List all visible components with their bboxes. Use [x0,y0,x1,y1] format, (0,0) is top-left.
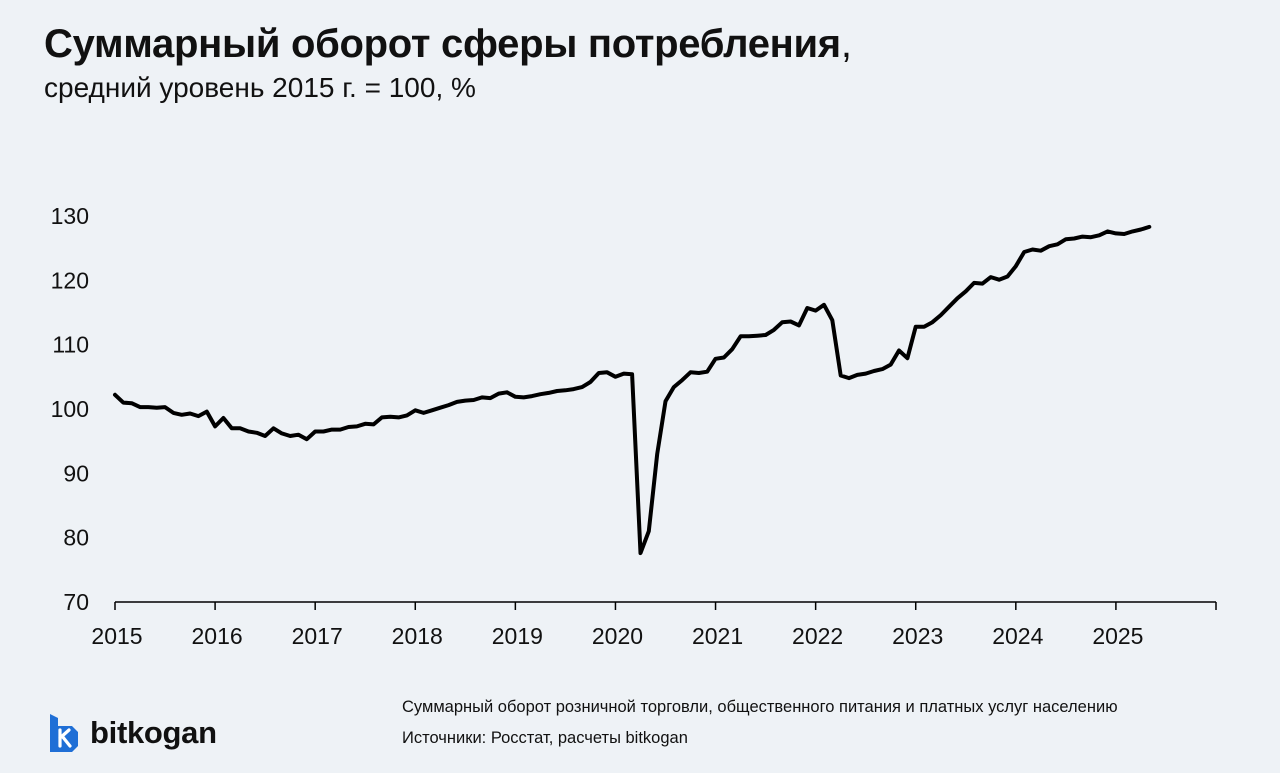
chart-subtitle: средний уровень 2015 г. = 100, % [44,72,476,103]
x-tick-label: 2017 [292,623,343,649]
x-tick-label: 2019 [492,623,543,649]
bitkogan-logo-icon [50,714,78,752]
x-tick-label: 2022 [792,623,843,649]
x-tick-label: 2021 [692,623,743,649]
series-line [113,224,1152,556]
y-tick-label: 80 [63,525,89,551]
y-tick-label: 110 [52,332,89,358]
y-tick-label: 70 [63,589,89,615]
y-tick-label: 90 [63,460,89,486]
y-tick-label: 100 [51,396,89,422]
y-tick-label: 120 [51,267,89,293]
x-tick-label: 2023 [892,623,943,649]
bitkogan-logo: bitkogan [48,714,217,752]
x-tick-label: 2016 [192,623,243,649]
x-tick-label: 2015 [91,623,142,649]
x-tick-label: 2020 [592,623,643,649]
chart-title: Суммарный оборот сферы потребления, [44,22,852,66]
logo-text: bitkogan [90,715,217,750]
x-tick-label: 2018 [392,623,443,649]
x-axis: 2015 2016 2017 2018 2019 2020 2021 2022 2023 2024… [91,601,1217,649]
y-tick-label: 130 [51,203,89,229]
title-suffix: , [840,22,852,66]
x-tick-label: 2024 [992,623,1043,649]
sources-note: Источники: Росстат, расчеты bitkogan [402,729,688,747]
chart-description-note: Суммарный оборот розничной торговли, общ… [402,698,1118,716]
x-tick-label: 2025 [1092,623,1143,649]
y-axis: 70 80 90 100 110 120 130 [51,203,89,615]
